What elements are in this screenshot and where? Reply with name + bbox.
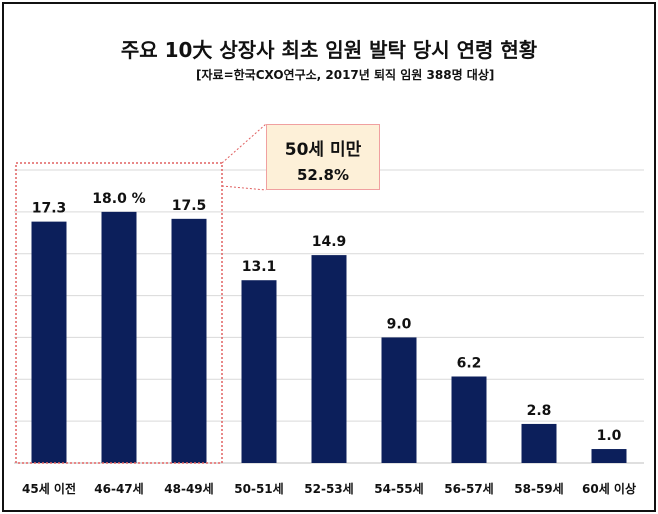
callout-value: 52.8% bbox=[296, 166, 350, 184]
bar bbox=[171, 218, 207, 463]
x-tick-label: 54-55세 bbox=[374, 481, 423, 496]
data-label: 14.9 bbox=[312, 234, 347, 250]
under-50-group-box bbox=[15, 162, 223, 464]
bar bbox=[101, 211, 137, 463]
bar bbox=[521, 423, 557, 463]
data-label: 17.5 bbox=[172, 198, 207, 214]
bar bbox=[381, 337, 417, 463]
callout-connector bbox=[221, 123, 267, 164]
bar bbox=[451, 376, 487, 463]
bar bbox=[311, 255, 347, 463]
bar bbox=[31, 221, 67, 463]
x-tick-label: 46-47세 bbox=[94, 481, 143, 496]
data-label: 9.0 bbox=[387, 316, 412, 332]
x-tick-label: 56-57세 bbox=[444, 481, 493, 496]
chart-source: [자료=한국CXO연구소, 2017년 퇴직 임원 388명 대상] bbox=[196, 68, 495, 82]
x-tick-label: 60세 이상 bbox=[582, 481, 636, 496]
data-label: 6.2 bbox=[457, 355, 482, 371]
data-label: 18.0 % bbox=[92, 191, 145, 207]
x-tick-label: 52-53세 bbox=[304, 481, 353, 496]
chart-title: 주요 10大 상장사 최초 임원 발탁 당시 연령 현황 bbox=[120, 38, 538, 62]
x-tick-label: 50-51세 bbox=[234, 481, 283, 496]
data-label: 2.8 bbox=[527, 403, 552, 419]
under-50-callout: 50세 미만 52.8% bbox=[266, 124, 380, 190]
bar bbox=[591, 449, 627, 463]
data-label: 1.0 bbox=[597, 428, 622, 444]
callout-connector bbox=[221, 185, 267, 191]
data-label: 17.3 bbox=[32, 201, 67, 217]
x-tick-label: 58-59세 bbox=[514, 481, 563, 496]
data-label: 13.1 bbox=[242, 259, 277, 275]
x-tick-label: 45세 이전 bbox=[22, 481, 76, 496]
callout-label: 50세 미만 bbox=[284, 140, 362, 160]
x-tick-label: 48-49세 bbox=[164, 481, 213, 496]
bar bbox=[241, 280, 277, 463]
